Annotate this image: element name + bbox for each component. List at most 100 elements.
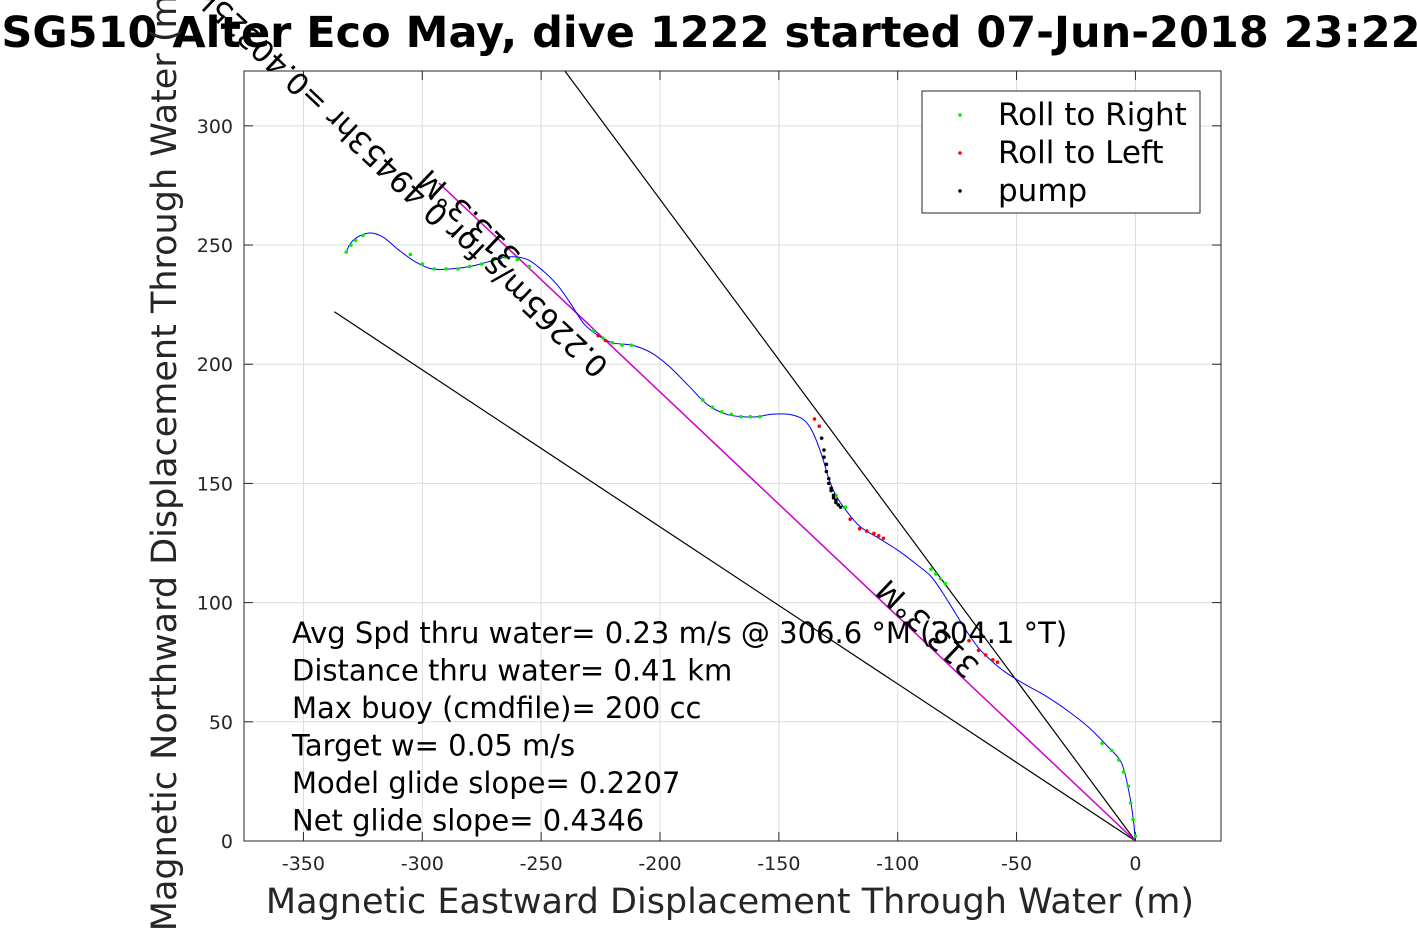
- roll-left-point: [596, 333, 600, 338]
- roll-left-point: [967, 638, 971, 643]
- roll-right-point: [479, 262, 484, 266]
- roll-right-point: [503, 255, 508, 259]
- axes-frame: [243, 70, 1222, 842]
- legend-item-roll-right: Roll to Right: [998, 97, 1187, 133]
- roll-right-point: [1100, 741, 1104, 746]
- notes-block: Avg Spd thru water= 0.23 m/s @ 306.6 °M …: [291, 616, 1067, 838]
- roll-right-point: [943, 581, 948, 586]
- y-tick-label: 250: [197, 235, 233, 257]
- roll-right-point: [444, 267, 448, 271]
- roll-right-point: [710, 405, 715, 409]
- roll-right-point: [1116, 758, 1121, 762]
- legend-box: [921, 90, 1201, 214]
- x-tick-label: -250: [520, 853, 563, 875]
- y-axis-label: Magnetic Northward Displacement Through …: [145, 0, 185, 931]
- points-layer: [344, 233, 1138, 839]
- roll-right-point: [610, 340, 615, 345]
- legend-marker-roll-right: [958, 113, 962, 117]
- roll-right-point: [1128, 801, 1133, 805]
- pump-point: [822, 455, 826, 459]
- roll-right-point: [748, 414, 753, 419]
- roll-right-point: [361, 233, 365, 238]
- roll-right-point: [1121, 770, 1126, 774]
- roll-right-point: [700, 398, 705, 402]
- chart-title: SG510 Alter Eco May, dive 1222 started 0…: [1, 8, 1417, 58]
- roll-left-point: [990, 658, 995, 662]
- legend-item-pump: pump: [998, 173, 1087, 209]
- roll-right-point: [843, 505, 848, 510]
- x-tick-label: -50: [1001, 853, 1032, 875]
- y-tick-label: 150: [197, 473, 233, 495]
- x-tick-label: -100: [876, 853, 919, 875]
- roll-right-point: [720, 410, 724, 414]
- roll-right-point: [929, 567, 933, 572]
- pump-point: [829, 488, 833, 493]
- note-line: Target w= 0.05 m/s: [291, 729, 575, 763]
- roll-right-point: [515, 257, 520, 262]
- y-tick-label: 50: [209, 712, 233, 734]
- note-line: Max buoy (cmdfile)= 200 cc: [292, 691, 701, 725]
- roll-right-point: [1131, 817, 1135, 822]
- roll-left-point: [872, 531, 876, 536]
- roll-right-point: [620, 343, 624, 347]
- x-tick-label: -200: [638, 853, 681, 875]
- roll-right-point: [1133, 834, 1138, 839]
- roll-left-point: [876, 534, 881, 538]
- glide-line: [438, 182, 1136, 842]
- roll-left-point: [848, 517, 852, 521]
- roll-left-point: [995, 660, 1000, 665]
- pump-point: [831, 495, 836, 500]
- bound-line-lower: [334, 311, 1136, 842]
- roll-right-point: [349, 243, 353, 247]
- roll-left-point: [603, 338, 608, 343]
- x-tick-label: -300: [401, 853, 444, 875]
- legend: Roll to Right Roll to Left pump: [921, 90, 1201, 214]
- roll-right-point: [420, 262, 425, 266]
- y-tick-label: 0: [221, 831, 233, 853]
- pump-point: [822, 448, 826, 452]
- roll-left-point: [865, 529, 869, 533]
- y-tick-label: 100: [197, 593, 233, 615]
- note-line: Distance thru water= 0.41 km: [292, 654, 732, 688]
- roll-right-point: [739, 414, 743, 419]
- x-tick-label: -150: [757, 853, 800, 875]
- y-tick-label: 300: [197, 116, 233, 138]
- pump-point: [834, 500, 838, 505]
- x-tick-marks: [302, 71, 1136, 841]
- roll-right-point: [432, 267, 436, 271]
- roll-right-point: [408, 252, 413, 257]
- roll-right-point: [344, 250, 349, 254]
- plot-area: 313.3°M0.2265m/s for 0.49453hr =0.40325k…: [169, 0, 1222, 842]
- roll-right-point: [353, 238, 358, 243]
- pump-point: [824, 469, 829, 474]
- roll-right-point: [601, 336, 605, 340]
- y-tick-labels: 0 50 100 150 200 250 300: [197, 116, 233, 853]
- pump-point: [826, 476, 831, 481]
- roll-right-point: [1109, 748, 1114, 753]
- roll-left-point: [881, 536, 886, 541]
- legend-marker-roll-left: [958, 151, 962, 155]
- pump-point: [838, 505, 843, 510]
- x-tick-label: -350: [282, 853, 325, 875]
- roll-right-point: [468, 264, 472, 269]
- roll-left-point: [983, 653, 988, 657]
- legend-item-roll-left: Roll to Left: [998, 135, 1164, 171]
- roll-right-point: [938, 576, 943, 581]
- legend-marker-pump: [958, 189, 962, 193]
- bound-line-upper: [564, 70, 1136, 842]
- roll-left-point: [857, 526, 862, 531]
- roll-right-point: [491, 257, 496, 262]
- x-axis-label: Magnetic Eastward Displacement Through W…: [266, 882, 1194, 922]
- roll-right-point: [933, 572, 938, 576]
- roll-right-point: [729, 412, 734, 417]
- roll-right-point: [591, 329, 596, 333]
- roll-left-point: [812, 417, 817, 421]
- roll-right-point: [527, 264, 532, 269]
- roll-left-point: [976, 648, 981, 653]
- roll-right-point: [629, 343, 634, 347]
- note-line: Model glide slope= 0.2207: [292, 766, 680, 800]
- roll-right-point: [758, 414, 762, 419]
- x-tick-labels: -350 -300 -250 -200 -150 -100 -50 0: [282, 853, 1142, 875]
- pump-point: [826, 481, 831, 486]
- roll-left-point: [817, 424, 822, 429]
